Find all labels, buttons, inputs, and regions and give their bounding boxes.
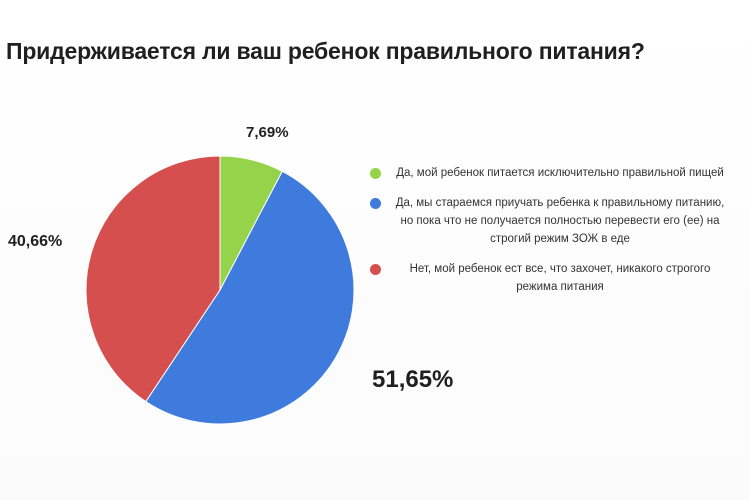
pie-slice-healthy [219, 155, 283, 291]
legend-text-no: Нет, мой ребенок ест все, что захочет, н… [409, 263, 711, 293]
legend: Да, мой ребенок питается исключительно п… [370, 164, 730, 308]
legend-item-no: Нет, мой ребенок ест все, что захочет, н… [370, 260, 730, 296]
slice-label-red: 40,66% [8, 233, 63, 250]
legend-item-healthy: Да, мой ребенок питается исключительно п… [370, 164, 730, 182]
legend-text-healthy: Да, мой ребенок питается исключительно п… [396, 167, 724, 179]
legend-item-trying: Да, мы стараемся приучать ребенка к прав… [370, 194, 730, 248]
slice-label-blue: 51,65% [372, 366, 454, 393]
slice-label-green: 7,69% [246, 124, 289, 141]
pie-slice-no [85, 155, 221, 403]
legend-dot-green-icon [370, 168, 381, 179]
chart-title: Придерживается ли ваш ребенок правильног… [6, 38, 645, 64]
legend-text-trying: Да, мы стараемся приучать ребенка к прав… [395, 197, 725, 245]
legend-dot-red-icon [370, 264, 381, 275]
pie-slice-trying [145, 170, 355, 425]
legend-dot-blue-icon [370, 198, 381, 209]
pie-slices [85, 155, 355, 425]
